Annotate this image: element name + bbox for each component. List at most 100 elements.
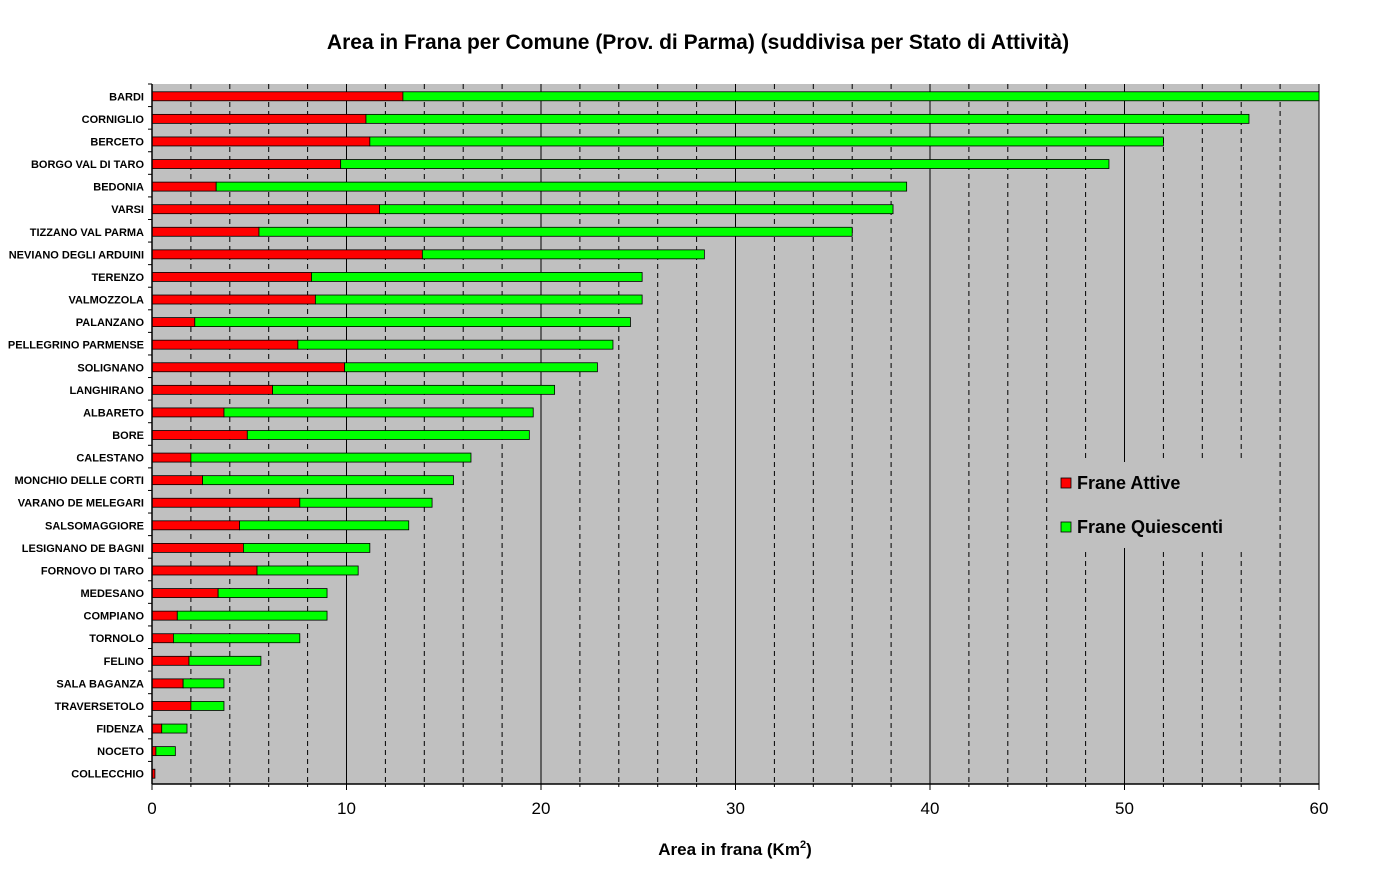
category-label: TORNOLO xyxy=(89,633,144,645)
category-label: SOLIGNANO xyxy=(77,362,144,374)
bar-quiescenti xyxy=(421,249,705,260)
bar-attive xyxy=(151,181,217,192)
bar-attive xyxy=(151,407,225,418)
category-label: VARANO DE MELEGARI xyxy=(18,498,144,510)
bar-attive xyxy=(151,633,174,644)
bar-attive xyxy=(151,497,301,508)
bar-attive xyxy=(151,475,203,486)
bar-attive xyxy=(151,91,404,102)
x-tick-label: 50 xyxy=(1115,799,1134,818)
category-label: BORGO VAL DI TARO xyxy=(31,159,145,171)
bar-attive xyxy=(151,159,342,169)
bar-attive xyxy=(151,339,299,350)
bar-attive xyxy=(151,204,380,215)
bars xyxy=(151,91,1320,779)
category-label: VARSI xyxy=(111,204,144,216)
x-axis-title: Area in frana (Km2) xyxy=(658,839,812,859)
category-label: COMPIANO xyxy=(84,611,145,623)
bar-quiescenti xyxy=(217,588,328,598)
category-label: TRAVERSETOLO xyxy=(55,701,145,713)
category-label: BEDONIA xyxy=(93,182,144,194)
bar-attive xyxy=(151,520,240,531)
category-label: TERENZO xyxy=(91,272,144,284)
category-label: TIZZANO VAL PARMA xyxy=(30,227,144,239)
bar-attive xyxy=(151,655,190,666)
legend-swatch xyxy=(1060,521,1072,533)
legend-box xyxy=(1052,462,1244,548)
bar-attive xyxy=(151,226,260,237)
bar-attive xyxy=(151,565,258,576)
x-tick-label: 40 xyxy=(921,799,940,818)
bar-attive xyxy=(151,430,248,440)
bar-quiescenti xyxy=(314,294,643,305)
bar-quiescenti xyxy=(155,746,176,757)
category-label: BORE xyxy=(112,430,144,442)
bar-attive xyxy=(151,678,184,689)
category-label: SALSOMAGGIORE xyxy=(45,520,144,532)
bar-quiescenti xyxy=(161,723,188,734)
x-axis-title-text: Area in frana (Km xyxy=(658,840,800,859)
category-label: NEVIANO DEGLI ARDUINI xyxy=(9,249,144,261)
category-label: FELINO xyxy=(104,656,145,668)
category-label: ALBARETO xyxy=(83,407,144,419)
bar-quiescenti xyxy=(272,384,556,395)
category-label: MONCHIO DELLE CORTI xyxy=(14,475,144,487)
category-label: CALESTANO xyxy=(76,453,144,465)
axes: BARDI CORNIGLIO BERCETO BORGO VAL DI TARO BE… xyxy=(8,83,1329,818)
bar-quiescenti xyxy=(379,204,894,215)
category-label: SALA BAGANZA xyxy=(56,678,144,690)
bar-quiescenti xyxy=(190,452,472,463)
bar-quiescenti xyxy=(243,543,371,553)
category-label: PELLEGRINO PARMENSE xyxy=(8,340,144,352)
bar-attive xyxy=(151,113,367,124)
x-tick-label: 30 xyxy=(726,799,745,818)
bar-attive xyxy=(151,452,192,463)
bar-attive xyxy=(151,136,371,147)
x-axis-title-superscript: 2 xyxy=(800,839,806,851)
bar-attive xyxy=(151,249,423,260)
bar-quiescenti xyxy=(365,113,1250,124)
bar-quiescenti xyxy=(311,272,643,282)
bar-quiescenti xyxy=(402,91,1320,102)
bar-quiescenti xyxy=(299,497,433,508)
legend-swatch xyxy=(1060,477,1072,489)
bar-quiescenti xyxy=(258,226,853,237)
bar-attive xyxy=(151,588,219,598)
category-label: FORNOVO DI TARO xyxy=(41,565,145,577)
bar-attive xyxy=(151,362,345,373)
bar-attive xyxy=(151,543,244,553)
bar-quiescenti xyxy=(239,520,410,531)
category-label: FIDENZA xyxy=(96,724,144,736)
category-label: VALMOZZOLA xyxy=(68,295,144,307)
category-label: MEDESANO xyxy=(80,588,144,600)
bar-attive xyxy=(151,384,273,395)
bar-attive xyxy=(151,317,196,327)
bar-quiescenti xyxy=(246,430,530,440)
bar-quiescenti xyxy=(344,362,598,373)
bar-quiescenti xyxy=(182,678,225,689)
bar-quiescenti xyxy=(340,159,1110,169)
bar-quiescenti xyxy=(194,317,631,327)
bar-quiescenti xyxy=(172,633,301,644)
category-label: PALANZANO xyxy=(76,317,145,329)
category-label: LANGHIRANO xyxy=(69,385,144,397)
bar-quiescenti xyxy=(369,136,1164,147)
bar-attive xyxy=(151,294,316,305)
bar-quiescenti xyxy=(223,407,534,418)
legend-label: Frane Attive xyxy=(1077,473,1180,493)
x-tick-label: 10 xyxy=(337,799,356,818)
legend: Frane Attive Frane Quiescenti xyxy=(1052,462,1244,548)
bar-attive xyxy=(151,610,178,621)
x-tick-label: 60 xyxy=(1310,799,1329,818)
legend-label: Frane Quiescenti xyxy=(1077,517,1223,537)
category-label: NOCETO xyxy=(97,746,144,758)
x-tick-label: 0 xyxy=(147,799,156,818)
category-label: CORNIGLIO xyxy=(82,114,145,126)
bar-quiescenti xyxy=(215,181,908,192)
bar-attive xyxy=(151,701,192,711)
category-label: COLLECCHIO xyxy=(71,769,144,781)
chart-title: Area in Frana per Comune (Prov. di Parma… xyxy=(327,31,1069,54)
category-label: LESIGNANO DE BAGNI xyxy=(22,543,144,555)
bar-attive xyxy=(151,723,163,734)
